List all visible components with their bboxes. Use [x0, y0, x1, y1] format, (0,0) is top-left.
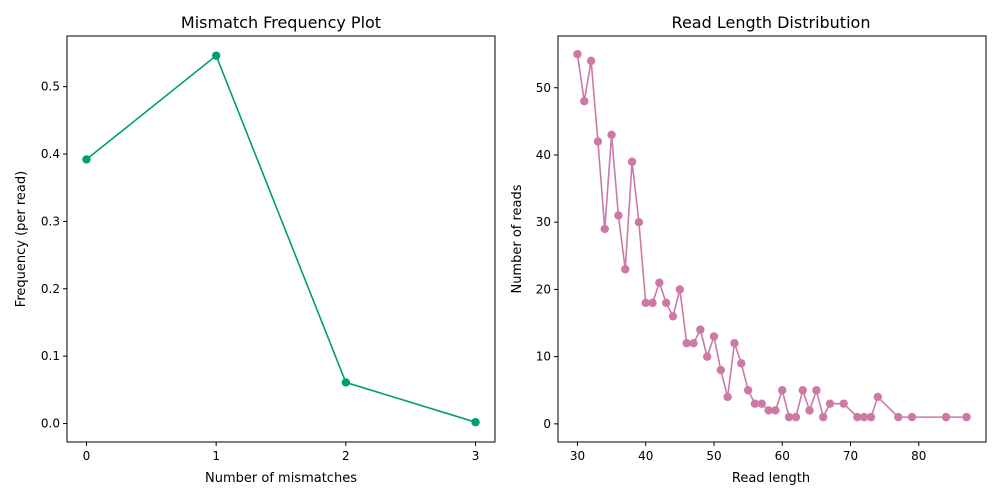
data-point [607, 130, 616, 140]
data-point [778, 386, 787, 395]
data-point [859, 412, 869, 422]
data-point [627, 157, 637, 166]
data-point [737, 359, 746, 368]
data-point [723, 392, 732, 402]
y-axis-label: Number of reads [510, 184, 525, 293]
plot-frame [66, 35, 496, 443]
data-point [593, 137, 603, 146]
y-tick-label: 40 [536, 148, 551, 162]
data-point [764, 406, 773, 415]
data-point [689, 338, 698, 348]
x-tick-label: 2 [342, 449, 350, 463]
x-tick-label: 70 [843, 449, 858, 463]
x-tick-label: 50 [706, 449, 721, 463]
data-point [661, 298, 671, 308]
data-point [743, 386, 753, 395]
data-point [211, 51, 221, 60]
y-tick-label: 0.1 [41, 349, 60, 363]
data-point [675, 285, 685, 294]
data-point [648, 298, 657, 308]
x-axis-label: Number of mismatches [205, 471, 357, 486]
data-point [812, 386, 821, 395]
data-point [730, 338, 739, 348]
y-tick-label: 0.4 [41, 147, 60, 161]
data-point [573, 49, 582, 59]
data-point [791, 412, 801, 422]
data-point [784, 412, 794, 422]
y-tick-label: 0.3 [41, 214, 60, 228]
data-point [818, 412, 828, 422]
data-point [702, 352, 712, 361]
data-point [907, 412, 917, 422]
plot-frame [557, 35, 987, 443]
data-point [600, 224, 609, 234]
data-point [634, 217, 644, 227]
plot-marks: 0 1 2 3 0.0 0.1 0.2 0.3 0.4 0.5 [41, 51, 480, 463]
data-point [757, 399, 766, 408]
y-tick-label: 10 [536, 350, 551, 364]
data-point [668, 312, 678, 321]
data-point [825, 399, 835, 408]
data-point [805, 406, 814, 415]
data-point [873, 392, 883, 402]
data-point [696, 325, 705, 334]
data-point [621, 265, 630, 274]
x-tick-label: 1 [212, 449, 220, 463]
y-tick-label: 0 [543, 417, 551, 431]
y-tick-label: 50 [536, 81, 551, 95]
x-tick-label: 0 [83, 449, 91, 463]
chart-title: Mismatch Frequency Plot [181, 13, 381, 32]
data-point [866, 412, 876, 422]
data-point [894, 412, 903, 422]
data-point [614, 211, 623, 220]
x-tick-label: 80 [911, 449, 926, 463]
data-point [82, 155, 91, 164]
y-axis-label: Frequency (per read) [14, 171, 29, 307]
data-point [471, 417, 480, 427]
data-point [853, 412, 862, 422]
x-tick-label: 30 [570, 449, 585, 463]
y-tick-label: 30 [536, 215, 551, 229]
data-point [716, 365, 726, 375]
chart-title: Read Length Distribution [672, 13, 871, 32]
x-tick-label: 3 [472, 449, 480, 463]
x-axis-label: Read length [732, 471, 810, 486]
y-tick-label: 0.5 [41, 80, 60, 94]
y-tick-label: 0.2 [41, 282, 60, 296]
data-point [580, 97, 589, 106]
data-point [641, 298, 650, 308]
data-point [839, 399, 848, 408]
data-point [709, 332, 719, 341]
data-point [962, 412, 971, 422]
data-point [750, 399, 760, 408]
data-point [341, 378, 351, 387]
data-point [941, 412, 951, 422]
data-point [798, 386, 807, 395]
y-tick-label: 20 [536, 282, 551, 296]
x-tick-label: 60 [775, 449, 790, 463]
data-point [586, 56, 596, 66]
read-length-chart: Read Length Distribution Read length Num… [510, 13, 987, 486]
series-line [85, 54, 476, 423]
data-point [682, 338, 691, 348]
mismatch-frequency-chart: Mismatch Frequency Plot Number of mismat… [14, 13, 496, 486]
x-tick-label: 40 [638, 449, 653, 463]
plot-marks: 30 40 50 60 70 80 0 10 20 30 40 50 [536, 49, 971, 463]
y-tick-label: 0.0 [41, 417, 60, 431]
data-point [655, 278, 664, 287]
data-point [771, 406, 780, 415]
